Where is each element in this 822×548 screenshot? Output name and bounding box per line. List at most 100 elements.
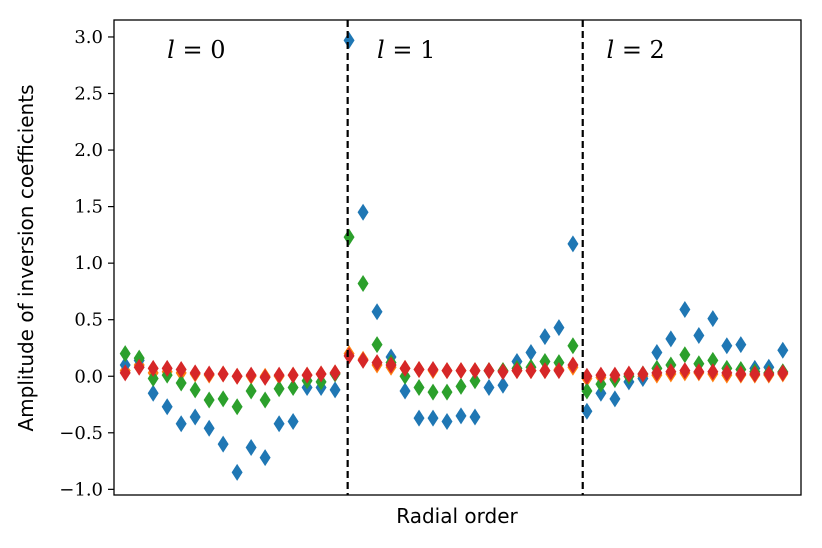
- data-point: [413, 409, 425, 427]
- data-point: [553, 362, 565, 380]
- data-point: [413, 360, 425, 378]
- data-point: [539, 328, 551, 346]
- data-point: [735, 365, 747, 383]
- data-point: [217, 390, 229, 408]
- data-point: [469, 408, 481, 426]
- data-point: [455, 362, 467, 380]
- data-point: [399, 359, 411, 377]
- data-point: [161, 359, 173, 377]
- y-axis-label: Amplitude of inversion coefficients: [14, 85, 38, 432]
- y-tick-label: 1.0: [74, 253, 103, 274]
- data-point: [203, 365, 215, 383]
- data-point: [721, 337, 733, 355]
- data-point: [119, 345, 131, 363]
- data-point: [329, 364, 341, 382]
- data-point: [287, 379, 299, 397]
- data-point: [147, 370, 159, 388]
- data-point: [539, 362, 551, 380]
- y-axis: −1.0 −0.5 0.0 0.5 1.0 1.5 2.0 2.5 3.0: [59, 27, 114, 500]
- section-dividers: [346, 20, 584, 495]
- data-point: [119, 364, 131, 382]
- data-point: [147, 359, 159, 377]
- data-point: [595, 366, 607, 384]
- data-point: [679, 301, 691, 319]
- data-point: [651, 344, 663, 361]
- data-point: [259, 449, 271, 467]
- data-point: [609, 390, 621, 408]
- data-point: [749, 365, 761, 383]
- data-point: [483, 379, 495, 397]
- data-point: [273, 415, 285, 433]
- y-tick-label: −0.5: [59, 423, 103, 444]
- data-point: [231, 367, 243, 385]
- y-tick-label: 2.0: [74, 140, 103, 161]
- data-point: [595, 384, 607, 402]
- data-point: [469, 362, 481, 380]
- data-point: [665, 363, 677, 381]
- data-point: [217, 365, 229, 383]
- data-point: [189, 364, 201, 382]
- data-point: [581, 402, 593, 420]
- data-point: [609, 366, 621, 384]
- section-labels: l = 0 l = 1 l = 2: [167, 36, 665, 64]
- data-point: [567, 356, 579, 374]
- data-point: [427, 360, 439, 378]
- data-point: [777, 364, 789, 382]
- data-point: [245, 439, 257, 456]
- data-point: [385, 356, 397, 374]
- y-tick-label: 2.5: [74, 84, 103, 105]
- data-point: [665, 330, 677, 348]
- data-point: [455, 407, 467, 425]
- data-point: [497, 376, 509, 394]
- data-point: [371, 303, 383, 321]
- data-point: [203, 391, 215, 409]
- data-point: [637, 365, 649, 383]
- data-point: [721, 364, 733, 382]
- data-point: [511, 362, 523, 380]
- data-point: [469, 372, 481, 390]
- data-point: [231, 398, 243, 416]
- data-point: [301, 366, 313, 384]
- data-point: [441, 383, 453, 401]
- data-point: [441, 362, 453, 380]
- data-point: [595, 375, 607, 393]
- data-point: [623, 365, 635, 383]
- data-point: [679, 346, 691, 364]
- data-point: [133, 358, 145, 376]
- data-point: [175, 415, 187, 433]
- data-point: [343, 228, 355, 246]
- data-point: [763, 365, 775, 383]
- y-tick-label: 0.0: [74, 366, 103, 387]
- data-point: [161, 398, 173, 416]
- data-point: [735, 336, 747, 354]
- data-point: [203, 419, 215, 437]
- data-point: [427, 383, 439, 401]
- data-point: [777, 341, 789, 359]
- data-point: [287, 366, 299, 384]
- data-point: [567, 235, 579, 253]
- data-point: [357, 351, 369, 369]
- data-point: [497, 363, 509, 381]
- data-point: [273, 380, 285, 398]
- data-point: [287, 412, 299, 430]
- data-point: [189, 381, 201, 399]
- data-point: [707, 351, 719, 369]
- data-point: [245, 366, 257, 384]
- data-point: [245, 382, 257, 400]
- data-point: [273, 366, 285, 384]
- data-point: [707, 363, 719, 381]
- data-point: [259, 368, 271, 386]
- data-point: [693, 363, 705, 381]
- data-point: [455, 377, 467, 395]
- data-point: [525, 344, 537, 361]
- data-point: [371, 336, 383, 354]
- data-point: [679, 362, 691, 380]
- section-label: l = 2: [607, 36, 665, 64]
- data-point: [441, 412, 453, 430]
- data-point: [539, 353, 551, 371]
- data-point: [693, 327, 705, 345]
- data-point: [651, 364, 663, 382]
- data-point: [315, 365, 327, 383]
- data-point: [399, 382, 411, 400]
- data-point: [175, 360, 187, 378]
